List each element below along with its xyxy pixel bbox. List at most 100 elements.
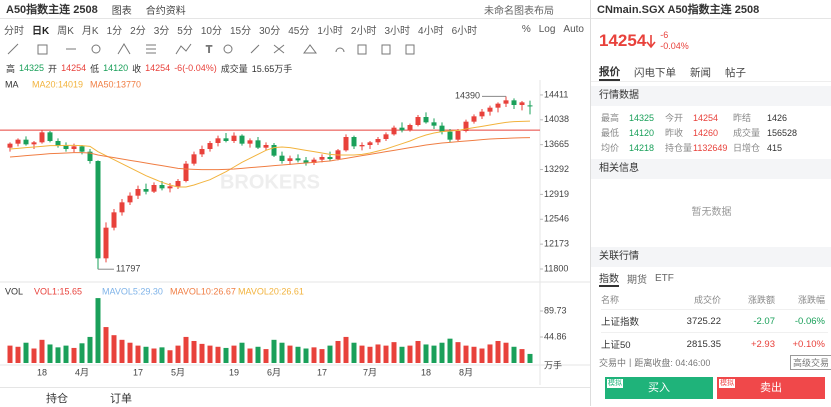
y-tick-label: 13292 <box>544 164 569 174</box>
bottom-tab[interactable]: 订单 <box>110 392 132 405</box>
timeframe[interactable]: 周K <box>57 25 74 37</box>
bottom-tab[interactable]: 持仓 <box>46 392 68 405</box>
linked-tab[interactable]: 期货 <box>627 274 647 286</box>
linked-tab[interactable]: ETF <box>655 272 674 284</box>
volume-bar <box>15 346 21 363</box>
volume-bar <box>279 342 285 363</box>
info-label: 高 <box>6 63 16 74</box>
ma-line <box>9 137 531 171</box>
market-cell: 昨收 <box>665 128 684 138</box>
linked-tab[interactable]: 指数 <box>599 270 619 287</box>
candle-body <box>407 125 413 131</box>
scale-option[interactable]: Auto <box>563 23 584 35</box>
timeframe[interactable]: 日K <box>32 25 50 37</box>
timeframe[interactable]: 1分 <box>106 25 123 37</box>
linked-row[interactable]: 上证指数 3725.22 -2.07 -0.06% <box>601 309 828 332</box>
candle-body <box>71 146 77 149</box>
x-tick-label: 5月 <box>171 367 185 377</box>
linked-cell: +2.93 <box>750 338 775 350</box>
timeframe[interactable]: 分时 <box>4 25 24 37</box>
header-cell: 成交价 <box>693 294 721 305</box>
volume-bar <box>151 348 157 363</box>
header-cell: 涨跌额 <box>747 294 775 305</box>
timeframe[interactable]: 30分 <box>259 25 281 37</box>
market-cell: 14325 <box>629 112 655 123</box>
volume-bar <box>303 348 309 363</box>
candle-body <box>479 111 485 117</box>
timeframe[interactable]: 10分 <box>200 25 222 37</box>
volume-bar <box>159 347 165 363</box>
scale-option[interactable]: Log <box>538 23 556 35</box>
volume-bar <box>183 336 189 363</box>
timeframe[interactable]: 4小时 <box>418 25 444 37</box>
candle-body <box>111 212 117 228</box>
candle-body <box>319 157 325 160</box>
x-tick-label: 7月 <box>363 367 377 377</box>
volume-bar <box>79 343 85 363</box>
quote-tab[interactable]: 新闻 <box>690 66 711 79</box>
volume-bar <box>191 340 197 363</box>
advanced-button[interactable]: 高级交易 <box>789 354 831 370</box>
info-value: 15.65万手 <box>251 63 293 74</box>
y-tick-label: 44.86 <box>544 331 567 341</box>
layout-name[interactable]: 未命名图表布局 <box>484 5 554 17</box>
volume-bar <box>407 345 413 363</box>
header-tab[interactable]: 合约资料 <box>145 5 186 17</box>
timeframe[interactable]: 月K <box>81 25 99 37</box>
candle-body <box>183 163 189 181</box>
market-row: 最低 14120 昨收 14260 成交量 156528 <box>601 125 824 140</box>
buy-button[interactable]: 模拟 买入 <box>605 377 713 399</box>
timeframe[interactable]: 5分 <box>177 25 193 37</box>
candle-body <box>167 186 173 189</box>
info-value: 14325 <box>19 63 45 73</box>
timeframe[interactable]: 2分 <box>130 25 146 37</box>
candle-body <box>191 154 197 164</box>
candle-body <box>119 202 125 213</box>
volume-bar <box>71 347 77 363</box>
quote-tab[interactable]: 报价 <box>599 64 620 81</box>
linked-row[interactable]: 上证50 2815.35 +2.93 +0.10% <box>601 332 828 355</box>
scale-option[interactable]: % <box>521 23 531 35</box>
volume-bar <box>47 344 53 363</box>
timeframe[interactable]: 3分 <box>153 25 170 37</box>
candle-body <box>455 131 461 140</box>
linked-tabs: 指数 期货 ETF <box>591 267 831 289</box>
section-title: 相关信息 <box>591 159 831 179</box>
x-tick-label: 6月 <box>267 367 281 377</box>
volume-bar <box>255 346 261 363</box>
candle-body <box>7 143 13 148</box>
info-value: 14254 <box>61 63 87 73</box>
header-cell: 涨跌幅 <box>797 294 825 305</box>
header-tab[interactable]: 图表 <box>111 5 132 17</box>
market-cell: 最高 <box>601 113 620 123</box>
timeframe[interactable]: 45分 <box>288 25 310 37</box>
candle-body <box>471 116 477 122</box>
sell-button[interactable]: 模拟 卖出 <box>717 377 825 399</box>
x-tick-label: 19 <box>229 367 239 377</box>
ma-legend-title: MA <box>5 79 19 89</box>
candle-body <box>135 189 141 196</box>
y-tick-label: 14038 <box>544 114 569 124</box>
info-change: -6(-0.04%) <box>174 63 217 73</box>
timeframe[interactable]: 3小时 <box>384 25 411 37</box>
x-tick-label: 4月 <box>75 367 89 377</box>
candle-body <box>247 140 253 144</box>
volume-bar <box>103 327 109 363</box>
timeframe[interactable]: 6小时 <box>451 25 478 37</box>
drawing-tools[interactable]: T <box>6 42 426 56</box>
candle-body <box>415 117 421 125</box>
candle-body <box>343 137 349 151</box>
volume-bar <box>463 345 469 363</box>
info-value: 14120 <box>103 63 129 73</box>
quote-tab[interactable]: 闪电下单 <box>634 66 676 79</box>
volume-bar <box>383 345 389 363</box>
ma-legend-item: MA50:13770 <box>90 79 141 89</box>
linked-cell: -0.06% <box>794 315 825 327</box>
candle-body <box>287 158 293 161</box>
quote-tab[interactable]: 帖子 <box>725 66 746 79</box>
timeframe[interactable]: 15分 <box>229 25 252 37</box>
candle-body <box>431 122 437 126</box>
timeframe[interactable]: 2小时 <box>350 25 377 37</box>
timeframe[interactable]: 1小时 <box>317 25 343 37</box>
volume-bar <box>231 345 237 363</box>
